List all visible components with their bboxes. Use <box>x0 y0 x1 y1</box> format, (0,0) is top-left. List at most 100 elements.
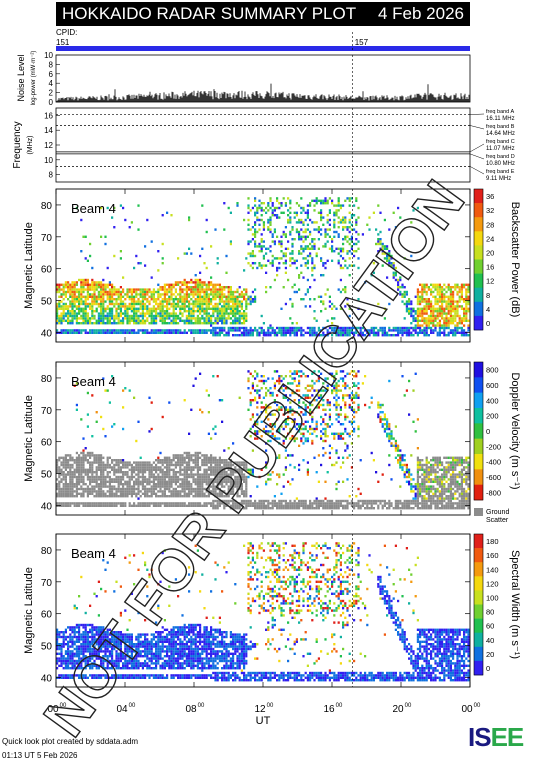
heatmap-cell <box>133 298 136 301</box>
heatmap-cell <box>78 290 81 294</box>
heatmap-cell <box>309 502 312 505</box>
heatmap-cell <box>115 293 118 296</box>
heatmap-cell <box>80 480 83 483</box>
colorbar-swatch <box>474 245 483 260</box>
heatmap-cell <box>346 298 349 301</box>
heatmap-cell <box>287 247 290 250</box>
heatmap-cell <box>313 502 316 505</box>
heatmap-cell <box>80 317 83 320</box>
heatmap-cell <box>232 326 235 330</box>
heatmap-cell <box>326 471 329 474</box>
heatmap-cell <box>337 413 340 416</box>
heatmap-cell <box>304 499 307 503</box>
heatmap-cell <box>91 478 94 481</box>
heatmap-cell <box>159 461 162 464</box>
heatmap-cell <box>232 293 235 296</box>
heatmap-cell <box>135 483 138 486</box>
heatmap-cell <box>434 310 437 313</box>
heatmap-cell <box>309 427 312 431</box>
heatmap-cell <box>243 495 246 498</box>
heatmap-cell <box>62 492 65 495</box>
heatmap-cell <box>108 502 111 505</box>
heatmap-cell <box>190 473 193 476</box>
heatmap-cell <box>163 331 166 334</box>
heatmap-cell <box>412 307 415 310</box>
heatmap-cell <box>236 485 239 488</box>
heatmap-cell <box>60 312 63 315</box>
heatmap-cell <box>377 204 380 207</box>
heatmap-cell <box>144 502 147 505</box>
heatmap-cell <box>113 319 116 322</box>
heatmap-cell <box>447 322 450 325</box>
heatmap-cell <box>212 298 215 301</box>
heatmap-cell <box>243 329 246 332</box>
heatmap-cell <box>207 502 210 505</box>
heatmap-cell <box>346 226 349 229</box>
heatmap-cell <box>309 499 312 503</box>
heatmap-cell <box>201 298 204 301</box>
heatmap-cell <box>328 372 331 375</box>
heatmap-cell <box>108 483 111 486</box>
heatmap-cell <box>179 459 182 462</box>
heatmap-cell <box>251 334 254 337</box>
heatmap-cell <box>320 216 323 219</box>
heatmap-cell <box>144 495 147 498</box>
heatmap-cell <box>174 475 177 479</box>
heatmap-cell <box>218 483 221 486</box>
heatmap-cell <box>141 329 144 332</box>
heatmap-cell <box>282 435 285 438</box>
heatmap-cell <box>141 502 144 505</box>
heatmap-cell <box>67 461 70 464</box>
heatmap-cell <box>196 283 199 286</box>
heatmap-cell <box>190 504 193 507</box>
heatmap-cell <box>67 466 70 469</box>
heatmap-cell <box>117 288 120 291</box>
heatmap-cell <box>313 199 316 202</box>
heatmap-cell <box>229 288 232 291</box>
heatmap-cell <box>232 499 235 503</box>
heatmap-cell <box>445 290 448 294</box>
heatmap-cell <box>309 298 312 301</box>
heatmap-cell <box>218 312 221 315</box>
heatmap-cell <box>256 507 259 510</box>
heatmap-cell <box>416 302 419 306</box>
heatmap-cell <box>221 461 224 464</box>
heatmap-cell <box>313 329 316 332</box>
heatmap-cell <box>300 252 303 255</box>
heatmap-cell <box>62 331 65 334</box>
heatmap-cell <box>247 240 250 243</box>
heatmap-cell <box>326 288 329 291</box>
frequency-band-value: 14.64 MHz <box>486 131 515 137</box>
heatmap-cell <box>238 463 241 467</box>
heatmap-cell <box>311 245 314 248</box>
colorbar-tick-label: 4 <box>486 305 490 314</box>
heatmap-cell <box>381 252 384 255</box>
heatmap-cell <box>234 466 237 469</box>
heatmap-cell <box>97 293 100 296</box>
heatmap-cell <box>276 379 279 383</box>
heatmap-cell <box>289 252 292 255</box>
heatmap-cell <box>377 233 380 236</box>
heatmap-cell <box>181 459 184 462</box>
heatmap-cell <box>350 223 353 226</box>
heatmap-cell <box>212 502 215 505</box>
heatmap-cell <box>333 403 336 407</box>
heatmap-cell <box>185 454 188 457</box>
heatmap-cell <box>247 370 250 373</box>
heatmap-cell <box>225 480 228 483</box>
heatmap-cell <box>456 310 459 313</box>
heatmap-cell <box>232 314 235 318</box>
heatmap-cell <box>89 254 92 258</box>
heatmap-cell <box>284 329 287 332</box>
heatmap-cell <box>157 478 160 481</box>
heatmap-cell <box>148 487 151 491</box>
heatmap-cell <box>100 487 103 491</box>
heatmap-cell <box>324 334 327 337</box>
heatmap-cell <box>265 331 268 334</box>
heatmap-cell <box>117 459 120 462</box>
heatmap-cell <box>335 394 338 397</box>
heatmap-cell <box>236 475 239 479</box>
heatmap-cell <box>421 317 424 320</box>
heatmap-cell <box>201 317 204 320</box>
heatmap-cell <box>289 507 292 510</box>
